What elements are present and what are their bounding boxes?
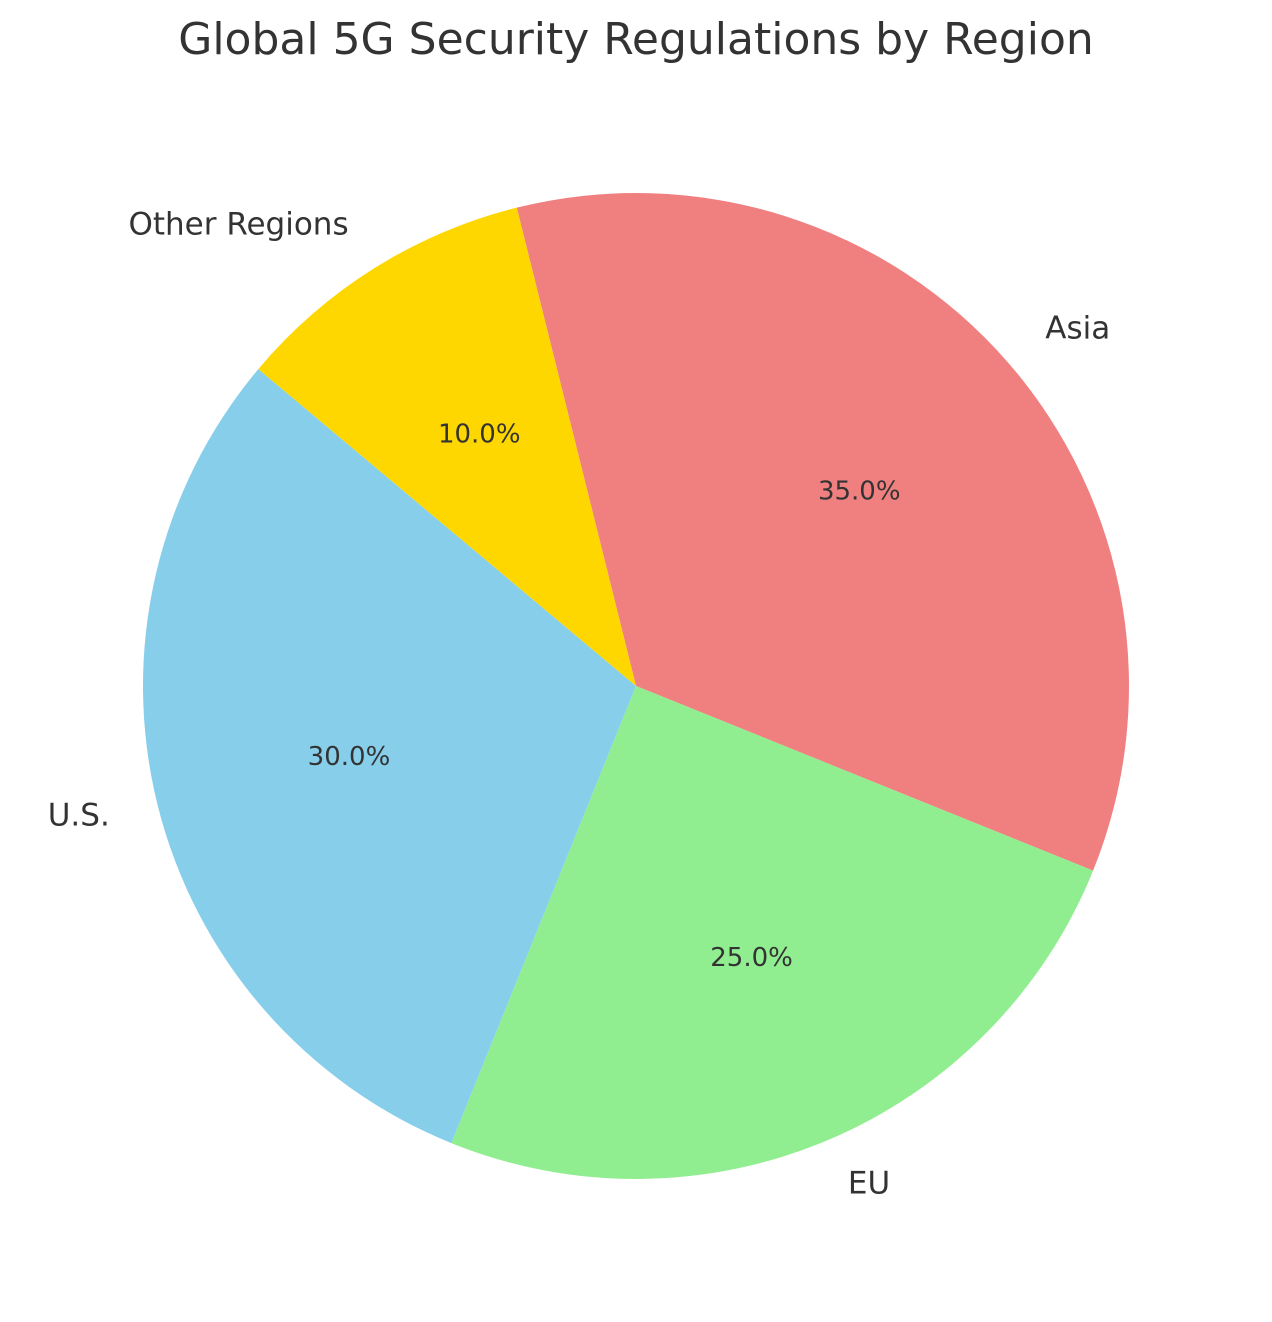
chart-title: Global 5G Security Regulations by Region (178, 14, 1094, 65)
category-label: Other Regions (128, 207, 348, 243)
pie-slices (143, 193, 1129, 1180)
pie-labels: Asia 35.0% EU 25.0% U.S. 30.0% Other Regions 10… (48, 207, 1111, 1202)
pie-slice-u-s (143, 369, 637, 1144)
percent-label: 35.0% (818, 476, 901, 506)
percent-label: 25.0% (710, 943, 793, 973)
pie-slice-other-regions (258, 207, 636, 686)
pie-slice-asia (516, 193, 1129, 871)
category-label: Asia (1045, 311, 1110, 347)
category-label: U.S. (48, 798, 110, 834)
percent-label: 30.0% (308, 742, 391, 772)
percent-label: 10.0% (438, 420, 521, 450)
pie-slice-eu (451, 686, 1094, 1180)
category-label: EU (848, 1166, 890, 1202)
